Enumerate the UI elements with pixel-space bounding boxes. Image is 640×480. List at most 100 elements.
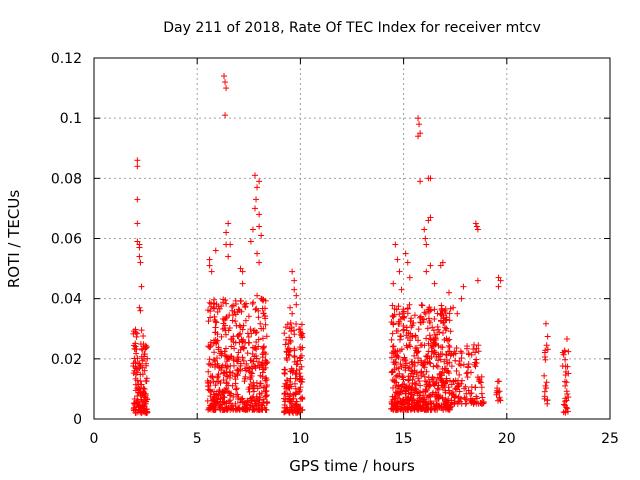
data-point (392, 241, 399, 248)
data-point (412, 333, 419, 340)
data-point (220, 376, 227, 383)
data-point (242, 303, 249, 310)
data-point (293, 402, 300, 409)
data-point (216, 405, 223, 412)
data-point (493, 389, 500, 396)
data-point (414, 337, 421, 344)
data-point (458, 354, 465, 361)
x-tick-label: 15 (395, 431, 413, 447)
data-point (250, 358, 257, 365)
data-point (425, 405, 432, 412)
data-point (434, 374, 441, 381)
data-point (445, 406, 452, 413)
data-point (472, 363, 479, 370)
data-point (395, 406, 402, 413)
data-point (136, 304, 143, 311)
data-point (446, 317, 453, 324)
data-point (475, 378, 482, 385)
data-point (439, 330, 446, 337)
data-point (132, 364, 139, 371)
data-point (141, 403, 148, 410)
data-point (397, 360, 404, 367)
data-point (287, 398, 294, 405)
data-point (478, 400, 485, 407)
data-point (225, 354, 232, 361)
data-point (258, 406, 265, 413)
data-point (430, 363, 437, 370)
data-point (464, 343, 471, 350)
data-point (404, 397, 411, 404)
data-point (205, 360, 212, 367)
data-point (234, 372, 241, 379)
data-point (143, 398, 150, 405)
data-point (260, 310, 267, 317)
data-point (495, 274, 502, 281)
data-point (225, 220, 232, 227)
data-point (258, 295, 265, 302)
data-point (245, 333, 252, 340)
data-point (136, 244, 143, 251)
data-point (230, 406, 237, 413)
data-point (564, 363, 571, 370)
data-point (390, 359, 397, 366)
data-point (442, 327, 449, 334)
data-point (138, 327, 145, 334)
data-point (232, 311, 239, 318)
y-tick-label: 0.02 (51, 352, 82, 368)
data-point (394, 256, 401, 263)
data-point (438, 404, 445, 411)
data-point (472, 220, 479, 227)
y-tick-label: 0.08 (51, 171, 82, 187)
data-point (244, 350, 251, 357)
data-point (141, 386, 148, 393)
data-point (237, 399, 244, 406)
data-point (463, 390, 470, 397)
data-point (393, 364, 400, 371)
data-point (287, 304, 294, 311)
data-point (293, 301, 300, 308)
data-point (257, 380, 264, 387)
data-point (259, 361, 266, 368)
data-point (288, 324, 295, 331)
data-point (294, 361, 301, 368)
data-point (243, 300, 250, 307)
data-point (562, 372, 569, 379)
x-tick-label: 10 (291, 431, 309, 447)
data-point (282, 366, 289, 373)
data-point (294, 409, 301, 416)
data-point (297, 346, 304, 353)
data-point (401, 313, 408, 320)
data-point (430, 327, 437, 334)
data-point (240, 345, 247, 352)
data-point (430, 337, 437, 344)
data-point (437, 376, 444, 383)
data-point (423, 378, 430, 385)
data-point (286, 404, 293, 411)
data-point (262, 321, 269, 328)
data-point (408, 315, 415, 322)
data-point (237, 330, 244, 337)
data-point (246, 368, 253, 375)
data-point (227, 362, 234, 369)
data-point (252, 405, 259, 412)
data-point (456, 388, 463, 395)
data-point (398, 363, 405, 370)
data-point (243, 406, 250, 413)
data-point (395, 303, 402, 310)
data-point (226, 324, 233, 331)
data-point (423, 268, 430, 275)
data-point (389, 368, 396, 375)
data-point (560, 409, 567, 416)
data-point (431, 306, 438, 313)
data-point (564, 390, 571, 397)
data-point (259, 351, 266, 358)
data-point (218, 303, 225, 310)
data-point (291, 345, 298, 352)
data-point (235, 331, 242, 338)
data-point (446, 387, 453, 394)
data-point (205, 368, 212, 375)
data-point (133, 333, 140, 340)
data-point (207, 343, 214, 350)
data-point (293, 371, 300, 378)
data-point (398, 398, 405, 405)
